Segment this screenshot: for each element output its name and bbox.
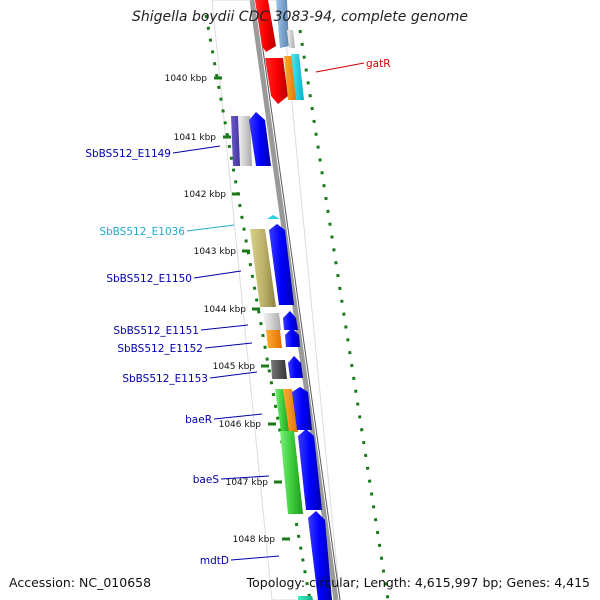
- accession-text: Accession: NC_010658: [9, 575, 152, 590]
- backbone-shadow: [255, 0, 341, 600]
- leader-baeR: [213, 413, 263, 420]
- gene-block-orange: [283, 389, 298, 432]
- gene-label-baeS[interactable]: baeS: [193, 474, 220, 486]
- gene-label-SbBS512_E1153[interactable]: SbBS512_E1153: [122, 373, 208, 385]
- outer-tick-ring: [298, 29, 390, 600]
- gene-block-blue: [283, 311, 298, 330]
- gene-block-blue: [298, 429, 322, 510]
- gene-block-dark: [271, 360, 287, 379]
- gene-label-mdtD[interactable]: mdtD: [200, 555, 229, 567]
- kbp-tick-label: 1043 kbp: [194, 247, 237, 257]
- gene-block-blue: [269, 224, 294, 305]
- gene-block-red: [255, 0, 276, 52]
- leader-mdtD: [230, 555, 280, 561]
- gene-label-SbBS512_E1150[interactable]: SbBS512_E1150: [106, 273, 192, 285]
- gene-label-SbBS512_E1152[interactable]: SbBS512_E1152: [117, 343, 203, 355]
- backbone-line: [249, 0, 339, 600]
- gene-block-green: [275, 389, 290, 432]
- kbp-tick-label: 1044 kbp: [204, 305, 247, 315]
- kbp-tick-label: 1048 kbp: [233, 535, 276, 545]
- gene-blocks: [231, 0, 332, 600]
- kbp-tick-label: 1046 kbp: [219, 420, 262, 430]
- gene-block-cyan: [267, 215, 280, 219]
- kbp-scale: 1040 kbp 1041 kbp 1042 kbp 1043 kbp 1044…: [165, 74, 290, 545]
- leader-SbBS512_E1149: [172, 145, 221, 154]
- gene-block-blue: [285, 328, 300, 347]
- gene-block-cyan: [291, 54, 304, 100]
- leader-SbBS512_E1151: [200, 324, 249, 331]
- kbp-tick-label: 1047 kbp: [226, 478, 269, 488]
- kbp-tick-label: 1041 kbp: [174, 133, 217, 143]
- map-title: Shigella boydii CDC 3083-94, complete ge…: [131, 9, 469, 25]
- gene-block-olive: [250, 229, 276, 307]
- gene-block-silver: [263, 313, 281, 330]
- gene-block-blue: [292, 387, 312, 430]
- gene-block-steel: [276, 0, 289, 48]
- kbp-tick-label: 1045 kbp: [213, 362, 256, 372]
- gene-block-blue: [308, 511, 332, 600]
- gene-block-blue: [288, 356, 303, 378]
- gene-block-blue: [249, 112, 271, 166]
- gene-leaders: [172, 62, 365, 561]
- leader-SbBS512_E1036: [186, 224, 235, 232]
- leader-gatR: [315, 62, 365, 73]
- gene-block-teal: [298, 596, 313, 600]
- gene-label-SbBS512_E1036[interactable]: SbBS512_E1036: [99, 226, 185, 238]
- kbp-tick-label: 1042 kbp: [184, 190, 227, 200]
- kbp-tick-label: 1040 kbp: [165, 74, 208, 84]
- gene-label-SbBS512_E1149[interactable]: SbBS512_E1149: [85, 148, 171, 160]
- leader-SbBS512_E1150: [193, 270, 242, 279]
- leader-SbBS512_E1152: [204, 342, 253, 349]
- leader-SbBS512_E1153: [209, 371, 258, 379]
- gene-labels: gatR SbBS512_E1149 SbBS512_E1036 SbBS512…: [85, 58, 390, 567]
- gene-block-orange: [266, 330, 282, 348]
- gene-block-silver: [238, 116, 252, 166]
- gene-block-silver: [287, 30, 295, 48]
- gene-block-green: [280, 431, 303, 514]
- gene-block-red: [265, 58, 288, 104]
- topology-text: Topology: circular; Length: 4,615,997 bp…: [246, 575, 590, 590]
- gene-label-SbBS512_E1151[interactable]: SbBS512_E1151: [113, 325, 199, 337]
- gene-label-baeR[interactable]: baeR: [185, 414, 212, 426]
- gene-label-gatR[interactable]: gatR: [366, 58, 391, 70]
- leader-baeS: [220, 475, 270, 480]
